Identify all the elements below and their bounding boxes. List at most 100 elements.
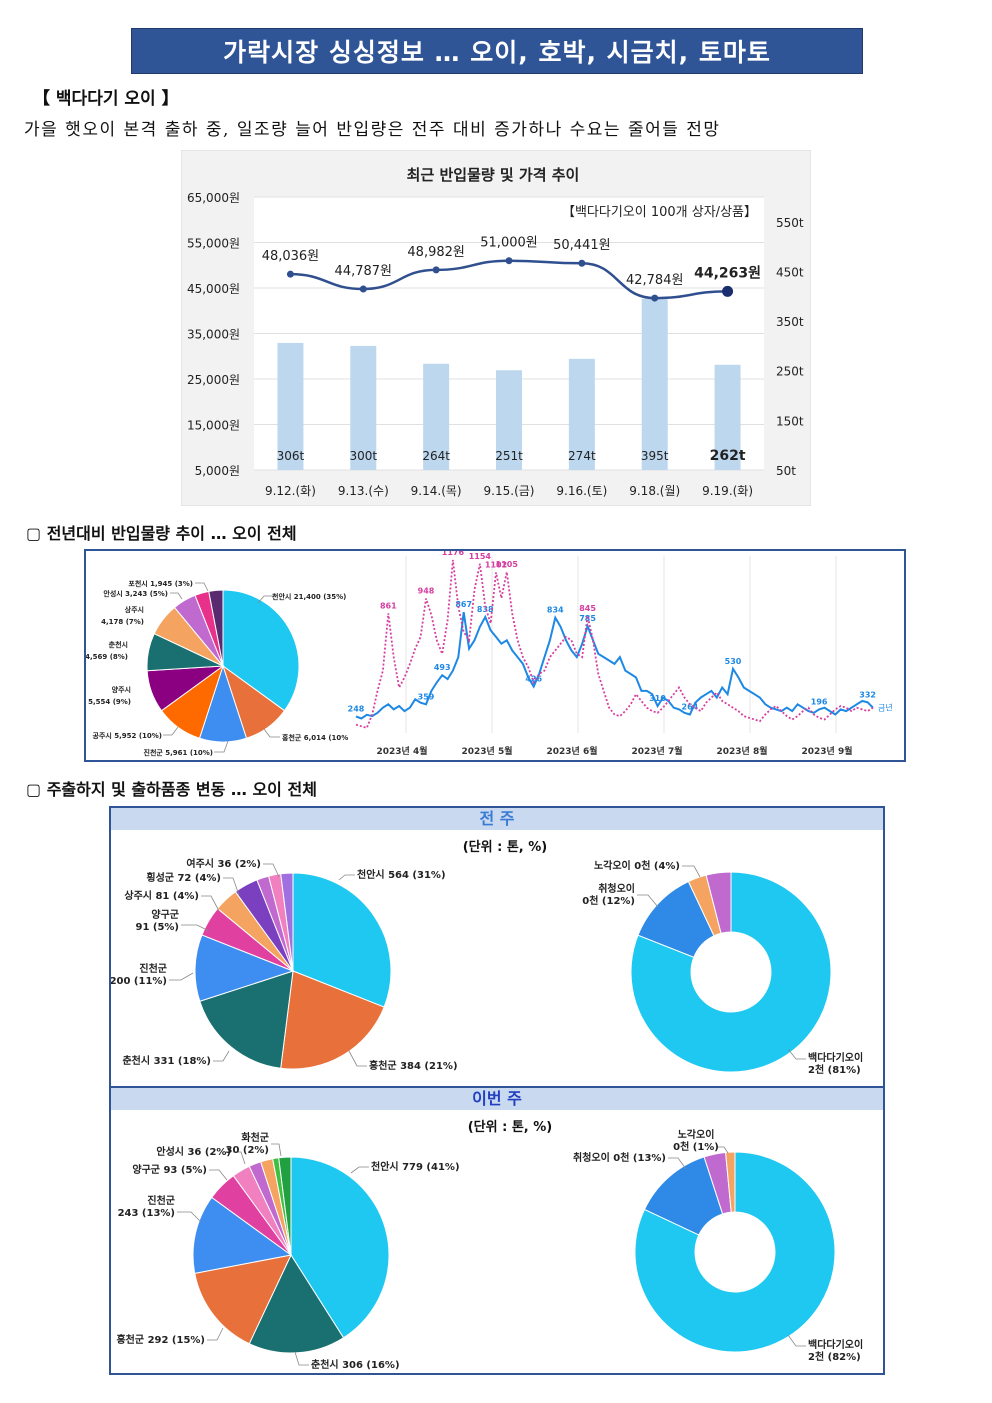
y-left-tick: 45,000원 (187, 282, 240, 296)
volume-bar (568, 358, 595, 470)
point-label: 426 (525, 674, 542, 683)
volume-bar (641, 298, 668, 470)
slice-label: 양주시 (112, 685, 131, 694)
point-label: 845 (579, 604, 596, 613)
slice-label: 4,569 (8%) (86, 653, 128, 661)
slice-label: 홍천군 6,014 (10%) (282, 733, 348, 742)
price-point (578, 259, 586, 267)
bar-label: 262t (710, 448, 746, 464)
slice-label: 여주시 36 (2%) (186, 857, 261, 870)
slice-label: 양구군 (151, 909, 179, 921)
bar-label: 306t (277, 449, 305, 463)
pie-slice (278, 1156, 292, 1256)
leader-line (209, 1169, 228, 1181)
pie-slice (194, 1254, 292, 1345)
point-label: 867 (455, 600, 472, 609)
leader-line (163, 726, 179, 736)
leader-line (787, 1048, 806, 1060)
slice-label: 5,554 (9%) (88, 698, 131, 706)
slice-label: 양구군 93 (5%) (132, 1164, 207, 1176)
y-left-tick: 5,000원 (195, 464, 240, 478)
leader-line (263, 863, 280, 878)
x-tick: 2023년 9월 (801, 745, 852, 757)
leader-line (338, 874, 355, 881)
slice-label: 91 (5%) (135, 922, 179, 933)
point-label: 359 (418, 692, 435, 701)
prev-week-header: 전 주 (111, 808, 883, 830)
slice-label: 횡성군 72 (4%) (146, 871, 221, 884)
pie-slice (290, 1156, 390, 1339)
bar-label: 274t (568, 449, 596, 463)
point-label: 530 (725, 657, 742, 666)
y-right-tick: 50t (776, 464, 796, 478)
lead-text: 가을 햇오이 본격 출하 중, 일조량 늘어 반입량은 전주 대비 증가하나 수… (24, 120, 721, 140)
point-label: 310 (649, 694, 666, 703)
leader-line (294, 1351, 309, 1366)
price-point (505, 257, 513, 265)
slice-label: 진천군 5,961 (10%) (144, 748, 214, 757)
slice-label: 0천 (12%) (582, 894, 635, 907)
pie-slice (199, 970, 294, 1069)
y-left-tick: 15,000원 (187, 419, 240, 433)
pie-slice (292, 872, 392, 1008)
leader-line (682, 865, 701, 878)
page-banner: 가락시장 싱싱정보 … 오이, 호박, 시금치, 토마토 (131, 28, 863, 74)
y-right-tick: 350t (776, 315, 804, 329)
pie-slice (194, 934, 295, 1002)
price-volume-chart: 최근 반입물량 및 가격 추이 【백다다기오이 100개 상자/상품】 306t… (181, 150, 811, 506)
point-label: 948 (418, 586, 435, 595)
chart-annotation: 【백다다기오이 100개 상자/상품】 (562, 205, 757, 220)
bar-label: 395t (641, 449, 669, 463)
slice-label: 노각오이 0천 (4%) (594, 859, 680, 872)
y-left-tick: 55,000원 (187, 237, 240, 251)
point-label: 1102 (485, 561, 507, 570)
point-label: 493 (434, 663, 451, 672)
x-tick: 9.16.(토) (556, 484, 607, 498)
y-right-tick: 150t (776, 414, 804, 428)
slice-label: 홍천군 292 (15%) (116, 1333, 205, 1346)
pie-slice (634, 1151, 836, 1353)
x-tick: 2023년 8월 (716, 745, 767, 757)
bar-label: 251t (495, 449, 523, 463)
x-tick: 2023년 4월 (376, 745, 427, 757)
slice-label: 안성시 36 (2%) (156, 1145, 231, 1158)
slice-label: 천안시 564 (31%) (357, 868, 446, 881)
leader-line (350, 1166, 369, 1174)
this-week-header: 이번 주 (111, 1086, 883, 1110)
y-right-tick: 250t (776, 365, 804, 379)
prev-week-origin-pie: 천안시 564 (31%) 홍천군 384 (21%) 춘천시 331 (18%) 진… (111, 857, 458, 1072)
leader-line (271, 1143, 282, 1157)
slice-label: 진천군 (147, 1194, 175, 1207)
x-tick: 9.12.(화) (265, 484, 316, 498)
pie-slice (280, 970, 385, 1070)
section-heading-yearly: ▢ 전년대비 반입물량 추이 … 오이 전체 (26, 524, 297, 543)
price-point (359, 285, 367, 293)
chart-title: 최근 반입물량 및 가격 추이 (407, 166, 580, 184)
leader-line (348, 1050, 367, 1067)
leader-line (223, 877, 240, 896)
price-point (286, 270, 294, 278)
leader-line (637, 894, 659, 908)
slice-label: 상주시 (125, 605, 144, 614)
slice-label: 진천군 (139, 962, 167, 975)
leader-line (668, 1157, 687, 1170)
leader-line (233, 1151, 246, 1165)
point-label: 1154 (469, 552, 492, 561)
price-point (722, 285, 734, 297)
slice-label: 0천 (1%) (673, 1140, 719, 1153)
point-label: 838 (477, 605, 494, 614)
slice-label: 포천시 1,945 (3%) (128, 579, 193, 588)
leader-line (257, 595, 276, 604)
price-label: 48,982원 (407, 245, 464, 260)
leader-line (169, 972, 194, 981)
slice-label: 홍천군 384 (21%) (369, 1059, 458, 1072)
origin-share-pie-yearly: 천안시 21,400 (35%) 홍천군 6,014 (10%) 진천군 5,961… (86, 579, 348, 757)
slice-label: 2천 (81%) (808, 1063, 861, 1076)
slice-label: 춘천시 (109, 640, 128, 649)
this-week-unit: (단위 : 톤, %) (467, 1120, 553, 1135)
leader-line (181, 924, 210, 932)
this-week-origin-pie: 천안시 779 (41%) 춘천시 306 (16%) 홍천군 292 (15%) 진… (116, 1131, 459, 1370)
point-label: 248 (348, 704, 365, 713)
point-label: 861 (380, 601, 397, 610)
